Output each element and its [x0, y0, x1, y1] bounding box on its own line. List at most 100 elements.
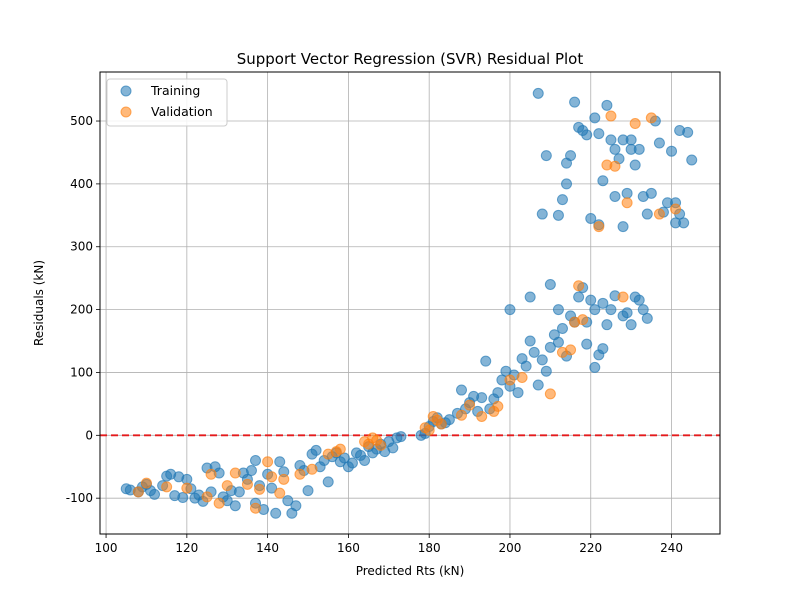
training-point	[589, 112, 601, 124]
training-point	[540, 150, 552, 162]
validation-point	[241, 478, 253, 490]
y-axis-ticks: -100 0 100 200 300 400 500	[66, 114, 100, 505]
validation-point	[504, 374, 516, 386]
validation-point	[161, 481, 173, 493]
training-point	[233, 486, 245, 498]
training-point	[504, 304, 516, 316]
validation-point	[645, 112, 657, 124]
training-point	[520, 360, 532, 372]
training-point	[524, 291, 536, 303]
validation-point	[577, 314, 589, 326]
x-tick-label: 120	[175, 541, 198, 555]
training-point	[605, 304, 617, 316]
validation-point	[670, 203, 682, 215]
training-point	[581, 338, 593, 350]
training-point	[597, 343, 609, 355]
validation-point	[334, 443, 346, 455]
validation-point	[544, 388, 556, 400]
validation-points	[132, 110, 682, 514]
training-point	[585, 294, 597, 306]
validation-point	[476, 410, 488, 422]
training-point	[625, 134, 637, 146]
training-point	[552, 336, 564, 348]
training-point	[536, 208, 548, 220]
validation-point	[621, 197, 633, 209]
validation-point	[605, 110, 617, 122]
validation-point	[464, 399, 476, 411]
validation-point	[213, 497, 225, 509]
x-tick-label: 140	[256, 541, 279, 555]
training-point	[270, 507, 282, 519]
training-point	[310, 444, 322, 456]
training-point	[395, 431, 407, 443]
validation-point	[593, 221, 605, 233]
training-point	[266, 482, 278, 494]
training-point	[629, 159, 641, 171]
validation-point	[181, 482, 193, 494]
training-point	[556, 322, 568, 334]
training-point	[617, 221, 629, 233]
training-point	[387, 442, 399, 454]
legend: Training Validation	[106, 78, 228, 127]
x-tick-label: 220	[579, 541, 602, 555]
training-point	[322, 476, 334, 488]
validation-point	[229, 467, 241, 479]
validation-point	[435, 418, 447, 430]
training-point	[149, 488, 161, 500]
validation-point	[205, 468, 217, 480]
training-point	[625, 319, 637, 331]
training-point	[492, 387, 504, 399]
plot-frame	[99, 71, 721, 535]
training-point	[274, 456, 286, 468]
validation-point	[375, 439, 387, 451]
training-point	[528, 346, 540, 358]
validation-point	[306, 463, 318, 475]
training-point	[282, 495, 294, 507]
validation-point	[266, 471, 278, 483]
validation-point	[573, 280, 585, 292]
y-tick-label: 200	[70, 303, 93, 317]
training-point	[556, 194, 568, 206]
training-point	[597, 175, 609, 187]
legend-marker-validation	[120, 106, 132, 118]
training-point	[670, 217, 682, 229]
training-point	[569, 96, 581, 108]
training-point	[290, 500, 302, 512]
training-point	[597, 297, 609, 309]
validation-point	[653, 208, 665, 220]
training-point	[633, 294, 645, 306]
x-axis-ticks: 100 120 140 160 180 200 220 240	[95, 534, 683, 555]
training-point	[601, 99, 613, 111]
y-tick-label: 400	[70, 177, 93, 191]
training-point	[532, 379, 544, 391]
training-point	[573, 291, 585, 303]
training-point	[605, 134, 617, 146]
training-point	[637, 304, 649, 316]
y-tick-label: 500	[70, 114, 93, 128]
validation-point	[492, 400, 504, 412]
training-point	[480, 355, 492, 367]
training-point	[455, 384, 467, 396]
training-point	[633, 143, 645, 155]
y-tick-label: -100	[66, 491, 93, 505]
x-tick-label: 160	[337, 541, 360, 555]
validation-point	[254, 483, 266, 495]
training-point	[245, 465, 257, 477]
training-points	[120, 87, 698, 519]
y-axis-label: Residuals (kN)	[32, 260, 46, 346]
training-point	[561, 157, 573, 169]
x-tick-label: 100	[95, 541, 118, 555]
validation-point	[274, 487, 286, 499]
training-point	[561, 178, 573, 190]
x-tick-label: 240	[660, 541, 683, 555]
training-point	[581, 129, 593, 141]
training-point	[346, 457, 358, 469]
x-axis-label: Predicted Rts (kN)	[356, 564, 465, 578]
training-point	[544, 341, 556, 353]
training-point	[589, 361, 601, 373]
training-point	[682, 126, 694, 138]
legend-box	[106, 78, 228, 127]
validation-point	[423, 424, 435, 436]
legend-label-training: Training	[150, 83, 200, 98]
